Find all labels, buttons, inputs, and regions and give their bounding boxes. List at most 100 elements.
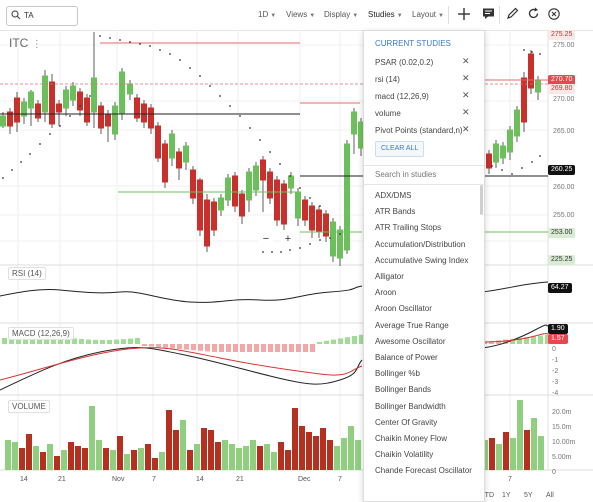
macd-histogram-bar <box>170 344 175 349</box>
study-list-item[interactable]: Chaikin Money Flow <box>375 434 448 443</box>
study-list-item[interactable]: Chande Forecast Oscillator <box>375 466 472 476</box>
macd-tick-label: -4 <box>552 390 559 397</box>
macd-histogram-bar <box>289 344 294 352</box>
range-tab-5Y[interactable]: 5Y <box>524 492 533 499</box>
macd-histogram-bar <box>198 344 203 351</box>
study-list-item[interactable]: Bollinger Bands <box>375 385 432 395</box>
range-tab-1Y[interactable]: 1Y <box>502 492 511 499</box>
study-list-item[interactable]: Awesome Oscillator <box>375 336 446 346</box>
remove-study-icon[interactable]: ✕ <box>462 56 470 66</box>
study-list-item[interactable]: Accumulative Swing Index <box>375 255 469 265</box>
current-study-item[interactable]: PSAR (0.02,0.2) <box>375 58 434 67</box>
candle-body <box>344 143 350 251</box>
macd-tick-label: -3 <box>552 379 559 386</box>
candle-body <box>0 115 6 127</box>
candle-body <box>281 183 287 225</box>
study-list-item[interactable]: ATR Bands <box>375 207 416 217</box>
zoom-in-button[interactable]: + <box>281 232 295 246</box>
study-list-item[interactable]: Bollinger %b <box>375 369 420 379</box>
rsi-label[interactable]: RSI (14) <box>8 267 46 280</box>
study-search-input[interactable]: Search in studies <box>364 165 484 185</box>
candle-body <box>190 169 196 199</box>
range-tab-YTD[interactable]: YTD <box>480 492 494 499</box>
macd-histogram-bar <box>247 344 252 352</box>
macd-histogram-bar <box>524 337 529 344</box>
study-list-item[interactable]: Aroon <box>375 288 397 298</box>
remove-study-icon[interactable]: ✕ <box>462 73 470 83</box>
macd-histogram-bar <box>275 344 280 352</box>
clear-all-button[interactable]: CLEAR ALL <box>375 141 425 157</box>
macd-signal-line <box>0 347 363 381</box>
psar-dot <box>169 53 171 55</box>
views-dropdown[interactable]: Views ▼ <box>286 10 316 19</box>
psar-dot <box>189 67 191 69</box>
psar-dot <box>159 49 161 51</box>
volume-bar <box>341 438 347 470</box>
macd-histogram-bar <box>156 344 161 348</box>
psar-dot <box>99 35 101 37</box>
study-list-item[interactable]: Alligator <box>375 272 404 281</box>
close-icon[interactable] <box>548 8 560 20</box>
psar-dot <box>329 237 331 239</box>
psar-dot <box>309 197 311 199</box>
study-list-item[interactable]: ADX/DMS <box>375 191 412 200</box>
study-list-item[interactable]: Chaikin Volatility <box>375 450 434 460</box>
psar-dot <box>531 161 533 163</box>
interval-dropdown[interactable]: 1D ▼ <box>258 10 277 19</box>
study-list-item[interactable]: Accumulation/Distribution <box>375 239 466 249</box>
volume-label[interactable]: VOLUME <box>8 400 50 413</box>
psar-dot <box>29 153 31 155</box>
study-list-item[interactable]: Balance of Power <box>375 353 438 362</box>
psar-dot <box>11 169 13 171</box>
studies-dropdown[interactable]: Studies ▼ <box>368 10 403 19</box>
candle-body <box>98 105 104 129</box>
macd-histogram-bar <box>310 344 315 352</box>
volume-bar <box>89 406 95 470</box>
comment-icon[interactable] <box>482 7 495 20</box>
refresh-icon[interactable] <box>527 7 540 20</box>
study-list-item[interactable]: Average True Range <box>375 320 449 330</box>
study-list-item[interactable]: ATR Trailing Stops <box>375 223 442 233</box>
add-icon[interactable] <box>457 7 471 21</box>
macd-histogram-bar <box>107 339 112 344</box>
study-list-item[interactable]: Aroon Oscillator <box>375 304 432 314</box>
volume-bar <box>257 446 263 470</box>
current-study-item[interactable]: rsi (14) <box>375 75 400 84</box>
current-study-item[interactable]: Pivot Points (standard,n) <box>375 126 463 135</box>
display-dropdown[interactable]: Display ▼ <box>324 10 359 19</box>
macd-label[interactable]: MACD (12,26,9) <box>8 327 74 340</box>
macd-value-tag: 1.90 <box>548 324 568 334</box>
psar-dot <box>309 243 311 245</box>
volume-bar <box>348 426 354 470</box>
draw-pencil-icon[interactable] <box>506 7 519 20</box>
macd-histogram-bar <box>142 344 147 346</box>
current-study-item[interactable]: macd (12,26,9) <box>375 92 429 101</box>
macd-histogram-bar <box>219 344 224 352</box>
remove-study-icon[interactable]: ✕ <box>462 107 470 117</box>
volume-bar <box>117 436 123 470</box>
macd-histogram-bar <box>538 335 543 344</box>
price-tag-1: 270.70 <box>548 75 576 85</box>
symbol-search-input[interactable]: TA <box>6 6 78 26</box>
volume-bar <box>187 450 193 470</box>
range-tab-All[interactable]: All <box>546 492 554 499</box>
rsi-line <box>481 281 549 293</box>
study-list-scrollbar[interactable] <box>480 185 483 215</box>
study-list-item[interactable]: Center Of Gravity <box>375 417 438 427</box>
current-study-item[interactable]: volume <box>375 109 401 118</box>
study-list-item[interactable]: Bollinger Bandwidth <box>375 401 446 411</box>
macd-histogram-bar <box>261 344 266 352</box>
zoom-out-button[interactable]: − <box>259 232 273 246</box>
candle-body <box>63 89 69 109</box>
remove-study-icon[interactable]: ✕ <box>462 90 470 100</box>
remove-study-icon[interactable]: ✕ <box>462 124 470 134</box>
psar-dot <box>39 143 41 145</box>
chart-canvas[interactable] <box>0 30 593 500</box>
layout-dropdown[interactable]: Layout ▼ <box>412 10 444 19</box>
macd-line <box>0 347 363 391</box>
psar-dot <box>259 139 261 141</box>
volume-bar <box>355 440 361 470</box>
candle-body <box>323 213 329 237</box>
price-tick-label: 275.00 <box>553 42 575 49</box>
volume-bar <box>306 432 312 470</box>
